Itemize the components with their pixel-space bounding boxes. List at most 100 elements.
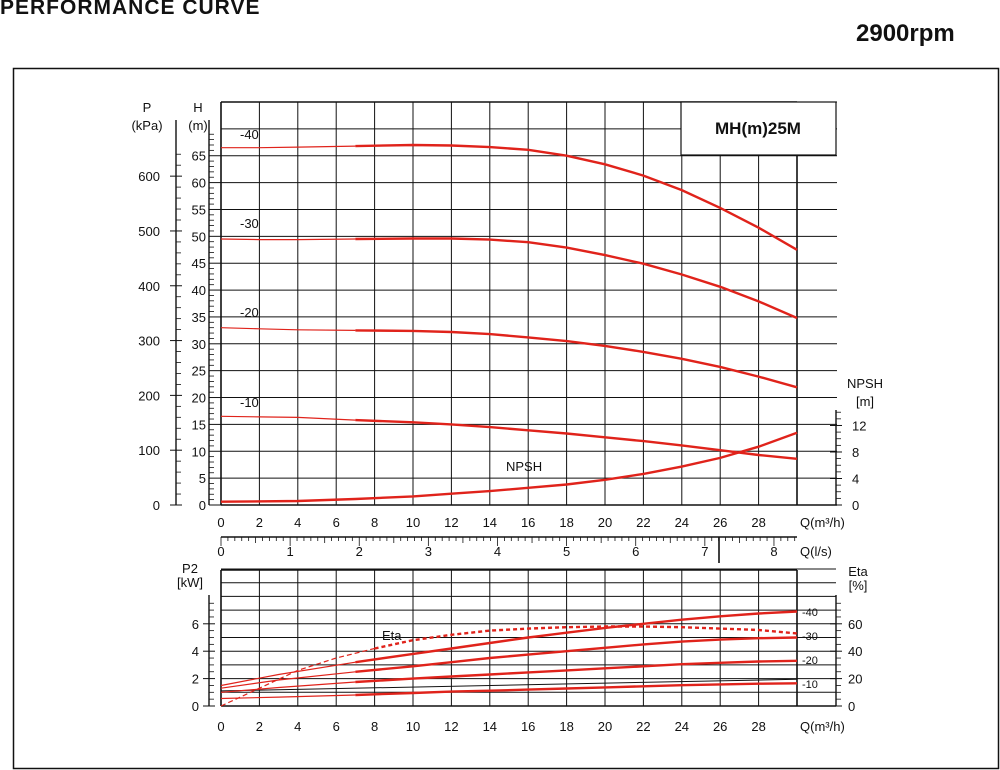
bottom-x-axis-label: Q(m³/h) — [800, 719, 845, 734]
x2-tick-label: 8 — [770, 544, 777, 559]
bottom-plot-grid — [208, 568, 837, 707]
x-tick-label: 0 — [217, 515, 224, 530]
eta-curve-label: Eta — [382, 628, 402, 643]
x-tick-label: 4 — [294, 515, 301, 530]
bottom-x-tick-label: 22 — [636, 719, 650, 734]
head-curve-thin — [220, 415, 356, 421]
p-tick-label: 300 — [138, 334, 160, 349]
h-tick-label: 20 — [192, 391, 206, 406]
npsh-curve-label: NPSH — [506, 459, 542, 474]
head-curve-thin — [220, 327, 356, 331]
eta-curve — [374, 625, 798, 650]
bottom-series: -40 -30 -20 -10 Eta — [220, 607, 818, 707]
p-tick-label: 200 — [138, 388, 160, 403]
bottom-x-tick-label: 10 — [406, 719, 420, 734]
p-axis-unit: (kPa) — [131, 118, 162, 133]
eta-tick-label: 20 — [848, 672, 862, 687]
x-tick-label: 8 — [371, 515, 378, 530]
x-tick-label: 6 — [333, 515, 340, 530]
x2-tick-label: 7 — [701, 544, 708, 559]
p-tick-label: 400 — [138, 279, 160, 294]
model-box — [680, 101, 837, 156]
bottom-x-tick-label: 8 — [371, 719, 378, 734]
bottom-x-tick-label: 6 — [333, 719, 340, 734]
head-curve-label: -10 — [240, 395, 259, 410]
x-tick-label: 2 — [256, 515, 263, 530]
p-axis-label: P — [143, 100, 152, 115]
h-tick-label: 50 — [192, 229, 206, 244]
power-curve-thin — [220, 694, 356, 700]
x-axis-label: Q(m³/h) — [800, 515, 845, 530]
p2-tick-label: 6 — [192, 617, 199, 632]
head-curve-label: -40 — [240, 127, 259, 142]
x-tick-label: 16 — [521, 515, 535, 530]
x-tick-label: 20 — [598, 515, 612, 530]
power-curve — [355, 610, 798, 664]
x2-tick-label: 1 — [287, 544, 294, 559]
npsh-axis-label: NPSH — [847, 376, 883, 391]
power-curve — [355, 682, 798, 697]
h-tick-label: 5 — [199, 471, 206, 486]
p2-tick-label: 0 — [192, 699, 199, 714]
top-axis-ticks: 0510152025303540455055606501002003004005… — [138, 133, 866, 563]
bottom-x-tick-label: 0 — [217, 719, 224, 734]
head-curve — [355, 237, 798, 320]
head-curve — [355, 418, 798, 460]
x-tick-label: 14 — [483, 515, 497, 530]
x-tick-label: 28 — [751, 515, 765, 530]
h-tick-label: 15 — [192, 417, 206, 432]
bottom-x-tick-label: 20 — [598, 719, 612, 734]
x-tick-label: 18 — [559, 515, 573, 530]
power-curve-thin — [220, 681, 356, 693]
npsh-tick-label: 8 — [852, 445, 859, 460]
x2-axis-label: Q(l/s) — [800, 544, 832, 559]
h-tick-label: 35 — [192, 310, 206, 325]
h-tick-label: 45 — [192, 256, 206, 271]
bottom-x-tick-label: 16 — [521, 719, 535, 734]
power-curve-tag: -30 — [802, 631, 818, 643]
x-tick-label: 10 — [406, 515, 420, 530]
page-title: PERFORMANCE CURVE — [0, 0, 261, 19]
power-curve-tag: -10 — [802, 679, 818, 691]
x2-tick-label: 3 — [425, 544, 432, 559]
h-axis-unit: (m) — [188, 118, 208, 133]
power-curve-tag: -40 — [802, 607, 818, 619]
eta-tick-label: 40 — [848, 644, 862, 659]
h-tick-label: 0 — [199, 498, 206, 513]
eta-axis-label: Eta — [848, 564, 868, 579]
bottom-x-tick-label: 12 — [444, 719, 458, 734]
h-tick-label: 10 — [192, 444, 206, 459]
top-series: -40 -30 -20 -10 NPSH — [220, 127, 798, 503]
outer-frame — [12, 67, 1000, 770]
p2-axis-unit: [kW] — [177, 575, 203, 590]
head-curve-thin — [220, 238, 356, 241]
model-label: MH(m)25M — [715, 119, 801, 138]
x-tick-label: 26 — [713, 515, 727, 530]
x2-tick-label: 4 — [494, 544, 501, 559]
head-curve-label: -30 — [240, 216, 259, 231]
power-curve-thin — [220, 661, 356, 687]
p-tick-label: 500 — [138, 224, 160, 239]
x-tick-label: 24 — [675, 515, 689, 530]
p-tick-label: 600 — [138, 169, 160, 184]
p2-axis-label: P2 — [182, 561, 198, 576]
x2-tick-label: 0 — [217, 544, 224, 559]
bottom-x-tick-label: 24 — [675, 719, 689, 734]
head-curve — [355, 329, 798, 389]
p-tick-label: 100 — [138, 443, 160, 458]
power-curve-thin — [220, 671, 356, 689]
power-curve — [355, 659, 798, 684]
x-tick-label: 12 — [444, 515, 458, 530]
h-tick-label: 60 — [192, 176, 206, 191]
npsh-tick-label: 4 — [852, 471, 859, 486]
eta-curve-thin — [220, 647, 375, 707]
bottom-x-tick-label: 4 — [294, 719, 301, 734]
h-tick-label: 55 — [192, 202, 206, 217]
h-tick-label: 25 — [192, 364, 206, 379]
h-axis-label: H — [193, 100, 202, 115]
bottom-x-tick-label: 26 — [713, 719, 727, 734]
top-plot-grid — [175, 101, 837, 506]
eta-tick-label: 60 — [848, 617, 862, 632]
x2-tick-label: 2 — [356, 544, 363, 559]
